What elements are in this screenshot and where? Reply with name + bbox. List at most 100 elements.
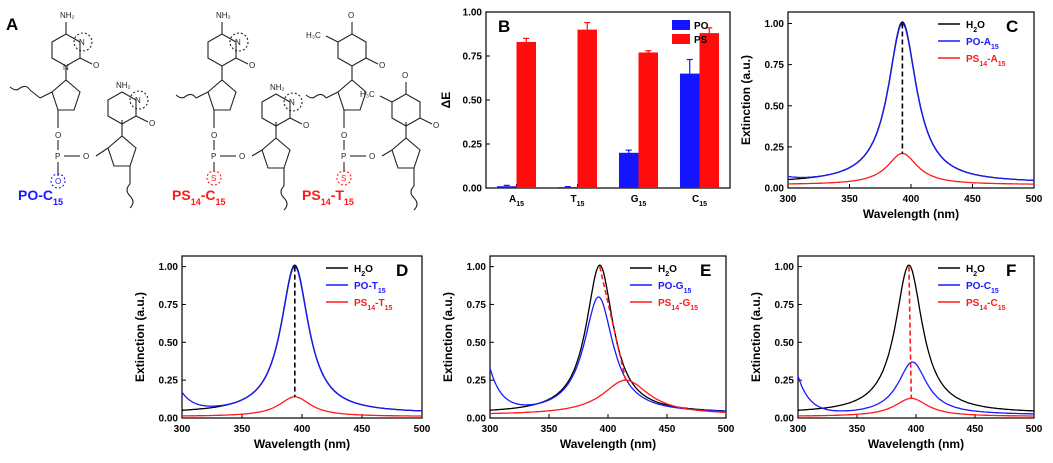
plot-frame — [489, 255, 727, 419]
bond — [95, 147, 109, 157]
y-axis-label: Extinction (a.u.) — [749, 292, 763, 382]
atom-label-red-s: S — [341, 174, 346, 183]
atom-label: O — [249, 61, 255, 70]
legend-label: H2O — [658, 264, 677, 278]
x-tick-label: 300 — [174, 424, 191, 435]
x-tick-label: 450 — [964, 194, 981, 205]
legend-label-part: 15 — [991, 44, 999, 51]
x-tick-label: 300 — [790, 424, 807, 435]
legend-label-part: -T — [375, 298, 384, 309]
x-tick-label: 450 — [354, 424, 371, 435]
x-tick-label: 500 — [414, 424, 431, 435]
bond — [39, 91, 53, 99]
y-tick-label: 0.75 — [463, 52, 483, 63]
legend-label-part: 2 — [665, 271, 669, 278]
x-tick-label: 450 — [659, 424, 676, 435]
legend-label-part: 14 — [979, 305, 987, 312]
x-axis-label: Wavelength (nm) — [254, 437, 350, 451]
legend-label-part: 15 — [998, 305, 1006, 312]
x-tick-label: 350 — [841, 194, 858, 205]
y-tick-label: 0.25 — [463, 140, 483, 151]
y-tick-label: 0.50 — [765, 101, 785, 112]
legend-label-part: O — [977, 264, 985, 275]
plot-frame — [181, 255, 423, 419]
atom-label: H₃C — [306, 31, 321, 40]
n3-dashed-circle — [73, 32, 93, 52]
atom-label: N — [79, 38, 85, 47]
x-tick-label: C15 — [692, 194, 707, 208]
atom-label: NH₂ — [270, 83, 285, 92]
bond — [251, 149, 263, 157]
atom-label-red-s: S — [211, 174, 216, 183]
atom-label: O — [348, 11, 354, 20]
atom-label: N — [289, 98, 295, 107]
legend-label-part: 15 — [690, 305, 698, 312]
molecule-name-2-sub: 15 — [215, 197, 225, 207]
molecule-2-atoms: NH₂ N O O P S O NH₂ N O PS14-C15 — [172, 11, 309, 207]
legend-label-part: -A — [987, 54, 998, 65]
legend-label-part: H — [658, 264, 665, 275]
chain-squiggle — [175, 93, 197, 99]
atom-label: O — [369, 152, 375, 161]
legend-swatch — [672, 20, 690, 30]
chain-squiggle — [9, 85, 31, 91]
legend-label: PO-C15 — [966, 281, 999, 295]
legend-label-part: 14 — [671, 305, 679, 312]
y-axis-label: Extinction (a.u.) — [133, 292, 147, 382]
atom-label: N — [135, 96, 141, 105]
panel-letter-a: A — [6, 15, 18, 34]
x-tick-label: G15 — [631, 194, 647, 208]
atom-label: NH₂ — [216, 11, 231, 20]
molecule-name-3-sub: 15 — [344, 197, 354, 207]
bond — [419, 117, 433, 125]
y-tick-label: 0.75 — [765, 60, 785, 71]
molecule-name-3-base: PS — [302, 187, 321, 203]
y-tick-label: 0.00 — [463, 184, 483, 195]
atom-label: NH₂ — [116, 81, 131, 90]
peak-shift-marker — [598, 266, 627, 381]
x-axis-label: Wavelength (nm) — [868, 437, 964, 451]
panel-letter-b: B — [498, 17, 510, 36]
bar-ps — [699, 33, 720, 189]
plot-frame — [797, 255, 1035, 419]
molecule-name-2-presub: 14 — [191, 197, 201, 207]
y-axis-label: Extinction (a.u.) — [739, 55, 753, 145]
ps-sulfur-circle — [206, 170, 222, 186]
legend-label-part: PO-G — [658, 281, 684, 292]
y-tick-label: 1.00 — [775, 262, 795, 273]
x-tick-label: 300 — [780, 194, 797, 205]
bond — [79, 57, 93, 65]
molecule-name-3-mid: -T — [331, 187, 345, 203]
sugar-ring-1 — [51, 79, 81, 111]
series-line-po-a15 — [787, 22, 1035, 182]
x-tick-label: 350 — [234, 424, 251, 435]
bar-po — [557, 187, 578, 188]
y-tick-label: 0.75 — [775, 300, 795, 311]
chain-squiggle — [305, 93, 327, 99]
series-line-ps14-t15 — [182, 396, 422, 417]
legend-label-part: PS — [966, 54, 980, 65]
atom-label: O — [83, 152, 89, 161]
legend-label-part: PO-C — [966, 281, 991, 292]
legend-label-part: H — [966, 20, 973, 31]
y-tick-label: 0.75 — [159, 300, 179, 311]
y-tick-label: 0.25 — [467, 376, 487, 387]
y-tick-label: 0.50 — [159, 338, 179, 349]
legend-label-part: O — [669, 264, 677, 275]
molecule-name-1-sub: 15 — [53, 197, 63, 207]
ps-sulfur-circle — [336, 170, 352, 186]
sugar-ring-2 — [391, 137, 421, 169]
legend-label-part: O — [977, 20, 985, 31]
series-line-po-c15 — [797, 361, 1034, 415]
atom-label: P — [211, 152, 216, 161]
legend-label-part: H — [354, 264, 361, 275]
bond — [365, 57, 379, 65]
bar-po — [618, 152, 639, 188]
panel-c: C 0.00 0.25 0.50 0.75 1.00 300 350 400 450 500 Wave… — [739, 11, 1043, 221]
atom-label: N — [63, 63, 69, 72]
bond — [29, 89, 41, 99]
panel-letter-e: E — [700, 261, 711, 280]
bond — [195, 91, 209, 99]
